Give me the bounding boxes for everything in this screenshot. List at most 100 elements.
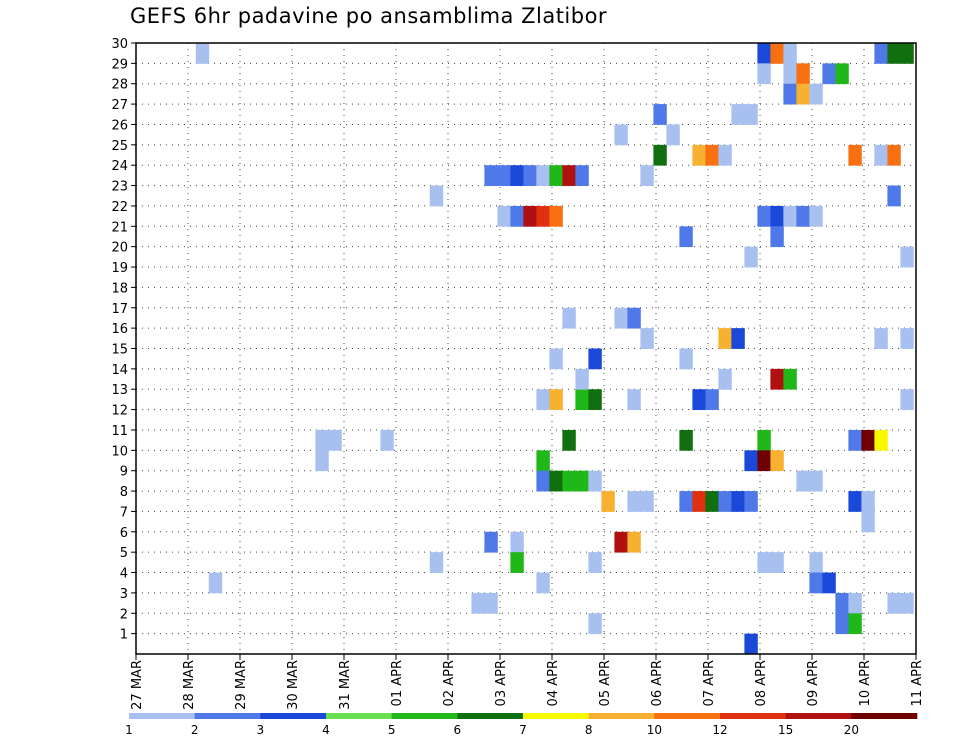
data-cell — [653, 144, 667, 166]
data-cell — [562, 307, 576, 329]
data-cell — [744, 246, 758, 268]
y-tick-label: 4 — [120, 567, 128, 582]
data-cell — [575, 389, 589, 410]
y-tick-label: 24 — [111, 159, 128, 174]
data-cell — [796, 63, 810, 85]
data-cell — [679, 429, 693, 451]
data-cell — [783, 83, 797, 105]
legend-label: 10 — [647, 723, 662, 737]
y-tick-label: 3 — [120, 587, 128, 602]
data-cell — [796, 470, 810, 492]
data-cell — [783, 43, 797, 64]
data-cell — [510, 531, 524, 553]
data-cell — [783, 368, 797, 390]
data-cell — [575, 368, 589, 390]
data-cells — [195, 43, 914, 655]
data-cell — [510, 165, 524, 186]
data-cell — [874, 328, 888, 349]
y-tick-label: 5 — [120, 546, 128, 561]
data-cell — [744, 633, 758, 655]
data-cell — [484, 165, 498, 186]
x-tick-label: 30 MAR — [286, 660, 301, 710]
data-cell — [692, 144, 706, 166]
data-cell — [549, 165, 563, 186]
y-tick-label: 8 — [120, 485, 128, 500]
data-cell — [640, 328, 654, 349]
data-cell — [731, 104, 745, 125]
legend-swatch — [194, 713, 261, 719]
legend-swatch — [391, 713, 458, 719]
data-cell — [536, 389, 550, 410]
data-cell — [429, 185, 444, 207]
x-tick-label: 11 APR — [910, 660, 925, 706]
data-cell — [627, 389, 641, 410]
data-cell — [848, 429, 862, 451]
data-cell — [484, 592, 498, 614]
data-cell — [679, 491, 693, 512]
data-cell — [770, 368, 784, 390]
x-tick-label: 08 APR — [754, 660, 769, 706]
data-cell — [848, 613, 862, 635]
legend-swatch — [785, 713, 852, 719]
data-cell — [705, 389, 719, 410]
y-tick-label: 30 — [111, 37, 128, 52]
data-cell — [679, 348, 693, 370]
legend-swatch — [260, 713, 327, 719]
legend-swatch — [720, 713, 786, 719]
y-axis: 1234567891011121314151617181920212223242… — [111, 37, 136, 643]
data-cell — [848, 144, 862, 166]
data-cell — [653, 104, 667, 125]
data-cell — [861, 491, 875, 512]
data-cell — [536, 450, 550, 472]
y-tick-label: 29 — [111, 57, 128, 72]
data-cell — [848, 592, 862, 614]
data-cell — [666, 124, 680, 146]
data-cell — [471, 592, 485, 614]
data-cell — [575, 470, 589, 492]
data-cell — [718, 144, 732, 166]
x-axis: 27 MAR 28 MAR 29 MAR 30 MAR 31 MAR 01 APR 02 A… — [130, 654, 925, 710]
data-cell — [718, 328, 732, 349]
data-cell — [770, 205, 784, 227]
y-tick-label: 20 — [111, 241, 128, 256]
legend-label: 12 — [712, 723, 727, 737]
chart-title: GEFS 6hr padavine po ansamblima Zlatibor — [130, 4, 608, 28]
data-cell — [783, 205, 797, 227]
data-cell — [549, 470, 563, 492]
data-cell — [770, 226, 784, 248]
x-tick-label: 06 APR — [650, 660, 665, 706]
x-tick-label: 28 MAR — [182, 660, 197, 710]
legend-label: 4 — [322, 723, 330, 737]
x-tick-label: 27 MAR — [130, 660, 145, 710]
legend-label: 5 — [388, 723, 396, 737]
y-tick-label: 22 — [111, 200, 128, 215]
data-cell — [614, 124, 628, 146]
data-cell — [900, 43, 914, 64]
legend-label: 2 — [191, 723, 199, 737]
x-tick-label: 07 APR — [702, 660, 717, 706]
data-cell — [328, 429, 342, 451]
legend-label: 20 — [844, 723, 859, 737]
data-cell — [614, 307, 628, 329]
data-cell — [497, 205, 511, 227]
data-cell — [861, 511, 875, 533]
y-tick-label: 9 — [120, 465, 128, 480]
legend-label: 6 — [454, 723, 462, 737]
data-cell — [562, 165, 576, 186]
legend-label: 1 — [125, 723, 133, 737]
data-cell — [887, 185, 901, 207]
data-cell — [588, 470, 602, 492]
data-cell — [588, 552, 602, 573]
data-cell — [809, 552, 823, 573]
legend-swatch — [654, 713, 721, 719]
data-cell — [718, 368, 732, 390]
data-cell — [575, 165, 589, 186]
legend-label: 7 — [519, 723, 527, 737]
data-cell — [679, 226, 693, 248]
y-tick-label: 13 — [111, 383, 128, 398]
y-tick-label: 15 — [111, 343, 128, 358]
data-cell — [705, 144, 719, 166]
x-tick-label: 04 APR — [546, 660, 561, 706]
data-cell — [900, 592, 914, 614]
